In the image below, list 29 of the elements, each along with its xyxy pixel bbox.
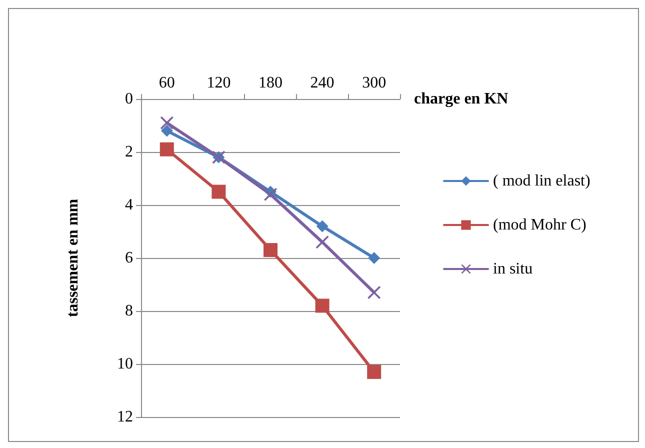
x-tick-label: 120 [206, 74, 231, 92]
y-tick-label: 2 [125, 144, 133, 160]
point [367, 364, 382, 379]
point [368, 286, 381, 299]
point [316, 220, 328, 232]
x-tick-label: 180 [258, 74, 282, 92]
legend-label: in situ [493, 260, 533, 278]
x-tick-label: 300 [362, 74, 386, 92]
y-tick-label: 12 [117, 408, 133, 426]
y-tick-label: 6 [125, 250, 133, 266]
y-tick-label: 4 [125, 196, 133, 214]
y-axis-title: tassement en mm [64, 198, 82, 318]
point [212, 184, 226, 199]
legend-label: ( mod lin elast) [493, 172, 590, 190]
x-axis-title: charge en KN [414, 90, 509, 108]
point [368, 252, 380, 264]
point [160, 142, 174, 156]
point [315, 298, 330, 313]
point [316, 236, 329, 249]
point [160, 124, 173, 137]
y-tick-label: 10 [117, 356, 133, 372]
x-tick-label: 60 [158, 74, 175, 92]
legend-label: (mod Mohr C) [493, 216, 586, 234]
point [264, 243, 278, 258]
y-tick-label: 8 [125, 302, 133, 320]
point [264, 188, 277, 201]
x-tick-label: 240 [310, 74, 334, 92]
point [160, 116, 174, 130]
y-tick-label: 0 [125, 90, 133, 108]
